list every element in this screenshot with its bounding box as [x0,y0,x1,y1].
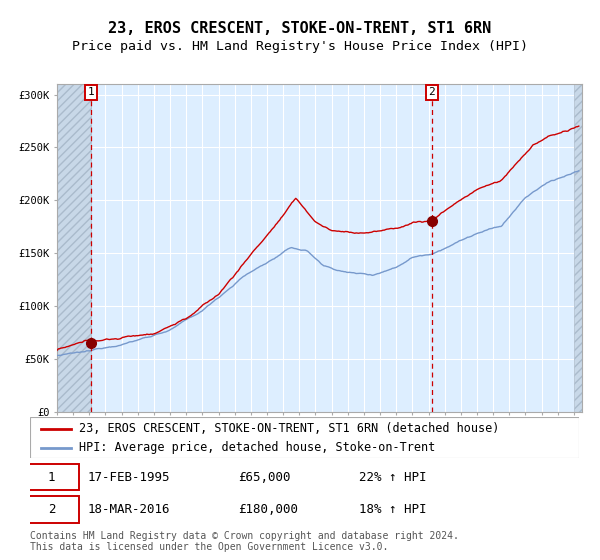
Text: Price paid vs. HM Land Registry's House Price Index (HPI): Price paid vs. HM Land Registry's House … [72,40,528,53]
Bar [57,84,91,412]
Bar [574,84,582,412]
FancyBboxPatch shape [23,497,79,523]
Text: 18% ↑ HPI: 18% ↑ HPI [359,503,427,516]
Text: £65,000: £65,000 [239,470,291,483]
Text: 1: 1 [47,470,55,483]
Text: £180,000: £180,000 [239,503,299,516]
Text: Contains HM Land Registry data © Crown copyright and database right 2024.
This d: Contains HM Land Registry data © Crown c… [30,531,459,553]
Text: 1: 1 [88,87,95,97]
Text: 23, EROS CRESCENT, STOKE-ON-TRENT, ST1 6RN: 23, EROS CRESCENT, STOKE-ON-TRENT, ST1 6… [109,21,491,36]
Text: 17-FEB-1995: 17-FEB-1995 [88,470,170,483]
Text: HPI: Average price, detached house, Stoke-on-Trent: HPI: Average price, detached house, Stok… [79,441,436,454]
Text: 23, EROS CRESCENT, STOKE-ON-TRENT, ST1 6RN (detached house): 23, EROS CRESCENT, STOKE-ON-TRENT, ST1 6… [79,422,500,435]
Text: 2: 2 [428,87,436,97]
Text: 2: 2 [47,503,55,516]
FancyBboxPatch shape [23,464,79,490]
Text: 22% ↑ HPI: 22% ↑ HPI [359,470,427,483]
Text: 18-MAR-2016: 18-MAR-2016 [88,503,170,516]
FancyBboxPatch shape [30,417,579,458]
